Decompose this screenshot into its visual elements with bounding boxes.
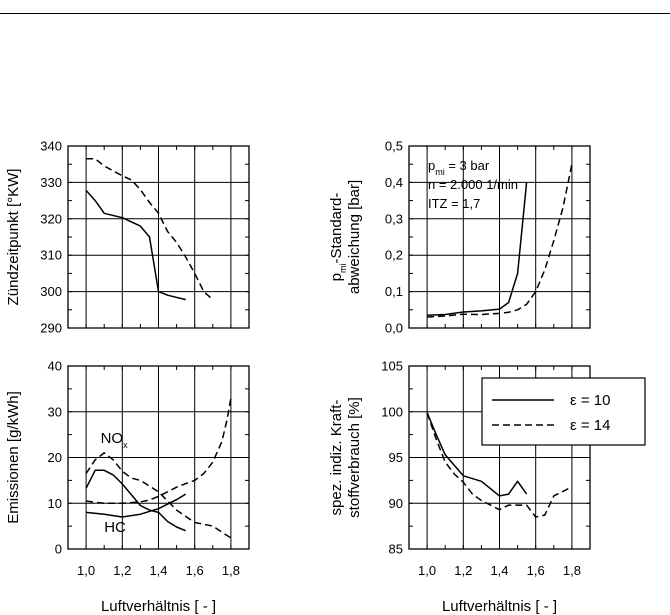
- text-part: p: [328, 273, 345, 281]
- plot-frame: [408, 145, 591, 329]
- y-tick-label: 85: [389, 542, 403, 557]
- series-label: HC: [104, 519, 126, 536]
- y-tick-label: 0,0: [385, 321, 403, 336]
- text-part: p: [428, 158, 435, 173]
- chart-emissionen: 0 10 20 30 40 1,0 1,2 1,4 1,6 1,8 Luftverhältnis […: [5, 359, 250, 615]
- text-part: -Standard-: [328, 193, 345, 264]
- x-tick-label: 1,4: [149, 563, 167, 578]
- y-tick-label: 0,4: [385, 175, 403, 190]
- subscript: mi: [338, 264, 348, 274]
- y-tick-label: 95: [389, 450, 403, 465]
- x-tick-label: 1,6: [527, 563, 545, 578]
- series-line-1: [85, 452, 232, 539]
- chart-kraftstoffverbrauch: 85 90 95 100 105 1,0 1,2 1,4 1,6 1,8 Luftverhältni…: [328, 359, 646, 615]
- series-line-0: [85, 469, 186, 532]
- y-tick-label: 30: [48, 404, 62, 419]
- chart-standardabweichung: 0,00,10,20,30,40,5pmi-Standard-abweichun…: [328, 139, 591, 336]
- x-tick-label: 1,4: [490, 563, 508, 578]
- y-tick-label: 20: [48, 450, 62, 465]
- x-tick-label: 1,8: [222, 563, 240, 578]
- y-axis-title: Emissionen [g/kWh]: [5, 391, 22, 524]
- plot-frame: [408, 365, 591, 550]
- text-part: HC: [104, 519, 126, 536]
- x-axis-title: Luftverhältnis [ - ]: [101, 598, 216, 615]
- annotation-line: pmi = 3 bar: [428, 158, 490, 177]
- x-tick-label: 1,6: [186, 563, 204, 578]
- x-tick-label: 1,0: [418, 563, 436, 578]
- text-part: spez. indiz. Kraft-: [328, 400, 345, 516]
- y-axis-title: abweichung [bar]: [346, 180, 363, 294]
- y-axis-title: Zündzeitpunkt [°KW]: [5, 169, 22, 306]
- y-tick-label: 310: [40, 248, 62, 263]
- y-tick-label: 100: [381, 404, 403, 419]
- subscript: x: [123, 440, 128, 450]
- y-tick-label: 330: [40, 175, 62, 190]
- text-part: n = 2.000 1/min: [428, 177, 518, 192]
- series-line-3: [85, 397, 232, 505]
- series-line-2: [86, 493, 187, 518]
- plot-frame: [67, 365, 250, 550]
- subscript: mi: [435, 167, 445, 177]
- y-tick-label: 300: [40, 284, 62, 299]
- text-part: ITZ = 1,7: [428, 196, 480, 211]
- y-tick-label: 0,2: [385, 248, 403, 263]
- annotation-line: n = 2.000 1/min: [428, 177, 518, 192]
- series-line-0: [426, 412, 528, 497]
- series-line-1: [86, 157, 214, 301]
- text-part: = 3 bar: [445, 158, 490, 173]
- y-tick-label: 0: [55, 542, 62, 557]
- series-line-0: [427, 182, 528, 317]
- text-part: stoffverbrauch [%]: [346, 397, 363, 518]
- y-tick-label: 0,5: [385, 139, 403, 154]
- x-tick-label: 1,0: [77, 563, 95, 578]
- y-tick-label: 0,1: [385, 284, 403, 299]
- text-part: abweichung [bar]: [346, 180, 363, 294]
- y-tick-label: 290: [40, 321, 62, 336]
- legend: ε = 10 ε = 14: [481, 377, 646, 446]
- plot-frame: [67, 145, 250, 329]
- text-part: NO: [101, 430, 124, 447]
- y-axis-title: spez. indiz. Kraft-: [328, 400, 345, 516]
- y-axis-title: pmi-Standard-: [328, 193, 348, 282]
- x-axis-title: Luftverhältnis [ - ]: [442, 598, 557, 615]
- y-tick-label: 10: [48, 496, 62, 511]
- legend-label: ε = 10: [570, 392, 610, 409]
- series-line-0: [85, 189, 186, 301]
- legend-label: ε = 14: [570, 417, 610, 434]
- y-tick-label: 40: [48, 359, 62, 374]
- series-line-1: [426, 412, 573, 518]
- series-label: NOx: [101, 430, 129, 450]
- y-tick-label: 90: [389, 496, 403, 511]
- legend-box: [481, 377, 646, 446]
- x-tick-label: 1,8: [563, 563, 581, 578]
- x-tick-label: 1,2: [454, 563, 472, 578]
- y-tick-label: 340: [40, 139, 62, 154]
- x-tick-label: 1,2: [113, 563, 131, 578]
- y-axis-title: stoffverbrauch [%]: [346, 397, 363, 518]
- y-tick-label: 0,3: [385, 211, 403, 226]
- series-line-1: [427, 164, 573, 318]
- chart-zuendzeitpunkt: 290 300 310 320 330 340 Zündzeitpunkt [°KW]: [5, 139, 250, 336]
- top-rule: [0, 13, 670, 14]
- y-tick-label: 320: [40, 211, 62, 226]
- annotation-line: ITZ = 1,7: [428, 196, 480, 211]
- y-tick-label: 105: [381, 359, 403, 374]
